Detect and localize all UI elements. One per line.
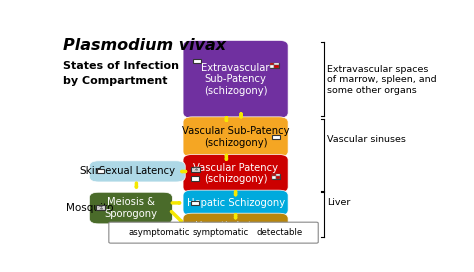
- FancyBboxPatch shape: [109, 222, 318, 243]
- Bar: [182, 233, 186, 235]
- Bar: [186, 230, 190, 233]
- Bar: [274, 65, 279, 68]
- Bar: [276, 176, 281, 179]
- Bar: [270, 63, 279, 68]
- Text: Sexual Latency: Sexual Latency: [100, 166, 175, 177]
- Text: Skin: Skin: [80, 166, 102, 176]
- Bar: [270, 65, 274, 68]
- Text: States of Infection: States of Infection: [63, 61, 179, 71]
- FancyBboxPatch shape: [183, 117, 288, 157]
- FancyBboxPatch shape: [183, 213, 288, 239]
- Bar: [246, 230, 255, 235]
- Bar: [186, 233, 190, 235]
- Text: by Compartment: by Compartment: [63, 76, 167, 86]
- FancyBboxPatch shape: [90, 161, 185, 182]
- Text: Plasmodium vivax: Plasmodium vivax: [63, 38, 226, 53]
- Bar: [118, 231, 125, 235]
- FancyBboxPatch shape: [183, 40, 288, 118]
- Text: ⚗: ⚗: [247, 230, 253, 235]
- Bar: [182, 230, 190, 235]
- Text: ⚗: ⚗: [98, 205, 104, 211]
- Text: detectable: detectable: [257, 228, 303, 237]
- Text: symptomatic: symptomatic: [192, 228, 249, 237]
- Text: Extravascular spaces
of marrow, spleen, and
some other organs: Extravascular spaces of marrow, spleen, …: [328, 65, 437, 95]
- FancyBboxPatch shape: [90, 192, 173, 224]
- Bar: [272, 174, 276, 176]
- Text: Extravascular
Sub-Patency
(schizogony): Extravascular Sub-Patency (schizogony): [201, 63, 270, 96]
- Text: Vascular Sub-Patency
(schizogony): Vascular Sub-Patency (schizogony): [182, 126, 289, 148]
- Text: Vascular sinuses: Vascular sinuses: [328, 135, 406, 144]
- Bar: [272, 176, 276, 179]
- Bar: [272, 135, 280, 139]
- Text: Hepatic Latency: Hepatic Latency: [195, 221, 276, 231]
- Bar: [96, 205, 105, 211]
- FancyBboxPatch shape: [183, 154, 288, 193]
- Bar: [270, 63, 274, 65]
- Text: Meiosis &
Sporogony: Meiosis & Sporogony: [104, 197, 157, 219]
- Text: Hepatic Schizogony: Hepatic Schizogony: [186, 198, 285, 208]
- Bar: [272, 174, 281, 179]
- Bar: [191, 167, 200, 172]
- Bar: [182, 230, 186, 233]
- Bar: [193, 59, 201, 63]
- Text: Vascular Patency
(schizogony): Vascular Patency (schizogony): [193, 163, 278, 184]
- FancyBboxPatch shape: [183, 190, 288, 215]
- Text: Liver: Liver: [328, 198, 351, 207]
- Text: Mosquito: Mosquito: [66, 203, 113, 213]
- Bar: [191, 201, 199, 205]
- Bar: [274, 63, 279, 65]
- Bar: [267, 224, 275, 228]
- Bar: [97, 169, 104, 173]
- Bar: [276, 174, 281, 176]
- Bar: [191, 176, 199, 181]
- Text: ⚗: ⚗: [192, 167, 198, 172]
- Text: asymptomatic: asymptomatic: [128, 228, 190, 237]
